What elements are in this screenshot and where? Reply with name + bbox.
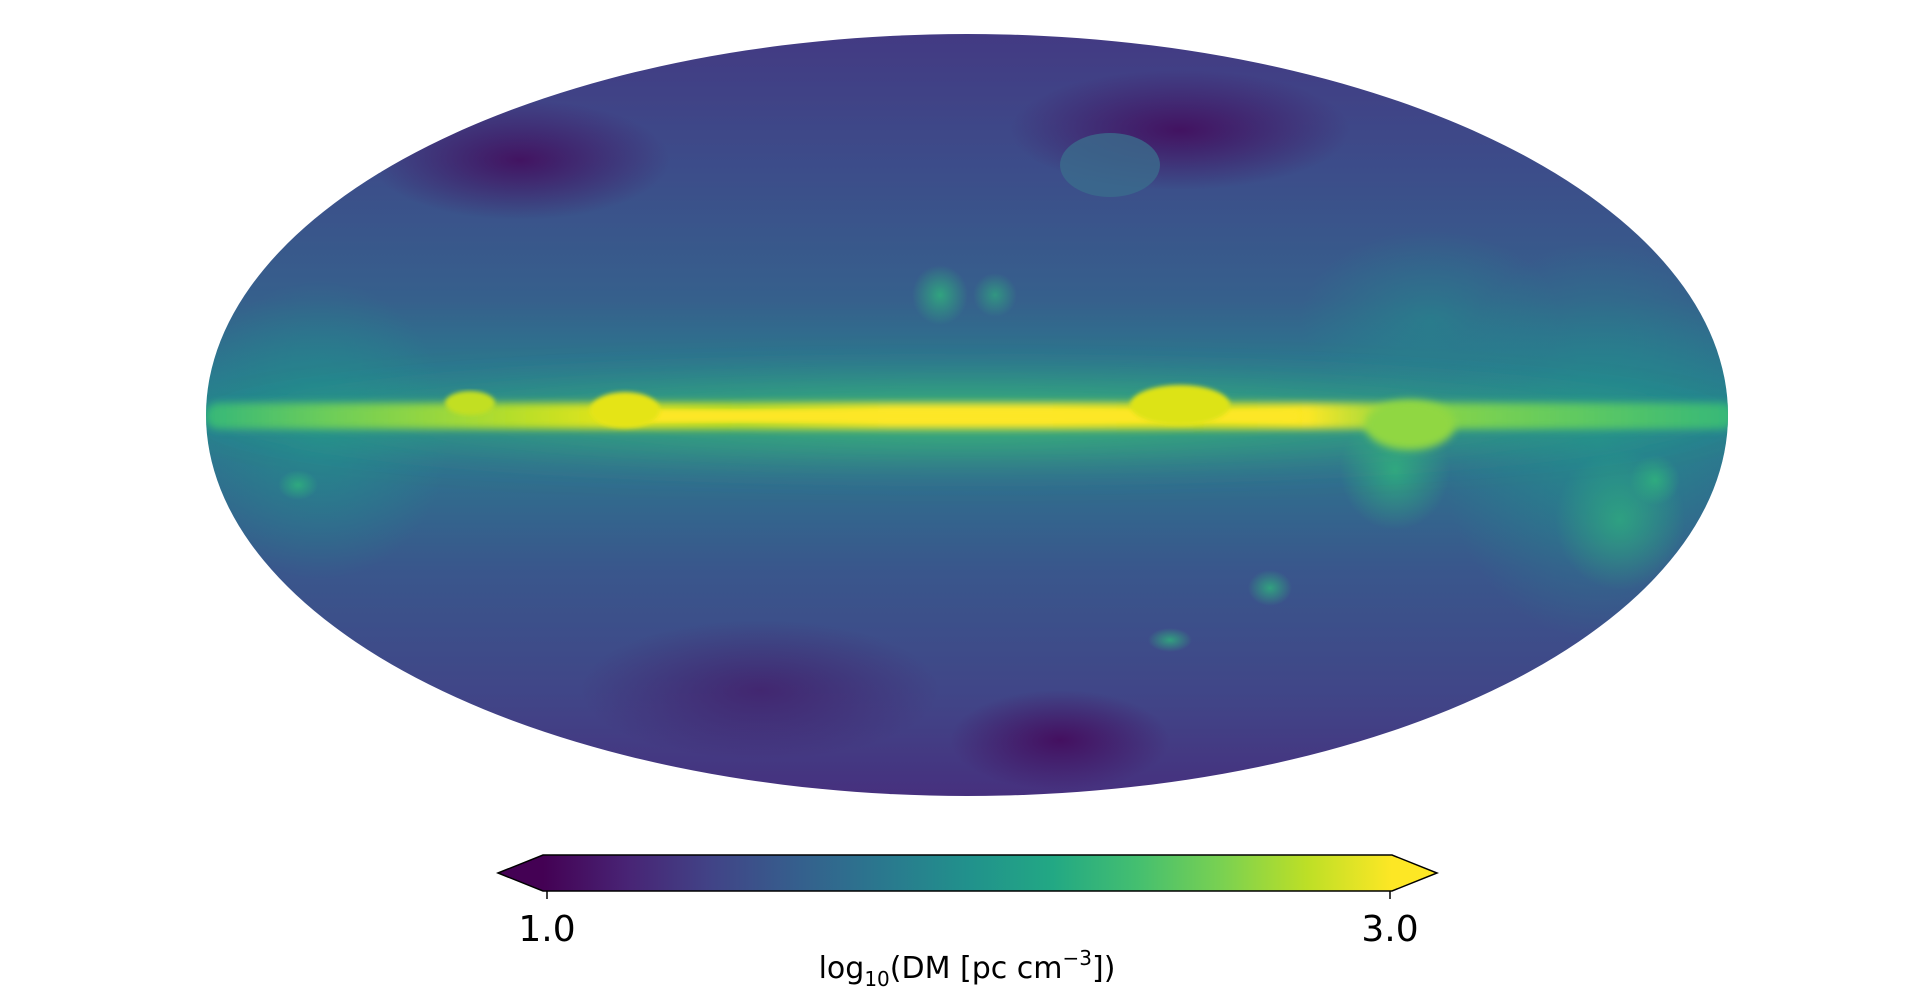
plane-knot (1365, 400, 1455, 450)
colorbar-title-prefix: log (819, 951, 865, 986)
north-dark-region (1010, 70, 1350, 190)
colorbar-title-suffix: ]) (1092, 951, 1115, 986)
colorbar-title: log10(DM [pc cm−3]) (819, 946, 1116, 991)
colorbar-title-subscript: 10 (864, 967, 889, 991)
colorbar-outline (495, 854, 1440, 892)
colorbar-title-body: (DM [pc cm (890, 951, 1063, 986)
plane-knot (1130, 385, 1230, 425)
colorbar-gradient (543, 855, 1392, 891)
green-cloud (912, 265, 968, 325)
colorbar-title-superscript: −3 (1063, 946, 1092, 970)
colorbar-min-extend (498, 855, 543, 891)
sky-map (206, 34, 1728, 796)
green-cloud (278, 470, 318, 500)
green-cloud (973, 273, 1017, 317)
plane-knot (590, 392, 660, 428)
colorbar: 1.0 3.0 log10(DM [pc cm−3]) (495, 854, 1440, 991)
green-cloud (1148, 628, 1192, 652)
colorbar-max-label: 3.0 (1361, 909, 1418, 950)
south-dark-region (950, 690, 1170, 790)
colorbar-min-label: 1.0 (518, 909, 575, 950)
north-bubble (1060, 133, 1160, 197)
teal-region (1300, 230, 1560, 410)
galactic-plane-core (600, 410, 1300, 422)
south-dark-region (580, 620, 940, 760)
colorbar-max-extend (1392, 855, 1437, 891)
plane-knot (445, 391, 495, 415)
green-cloud (1248, 570, 1292, 606)
green-cloud (1630, 455, 1680, 505)
north-dark-region (370, 100, 670, 220)
